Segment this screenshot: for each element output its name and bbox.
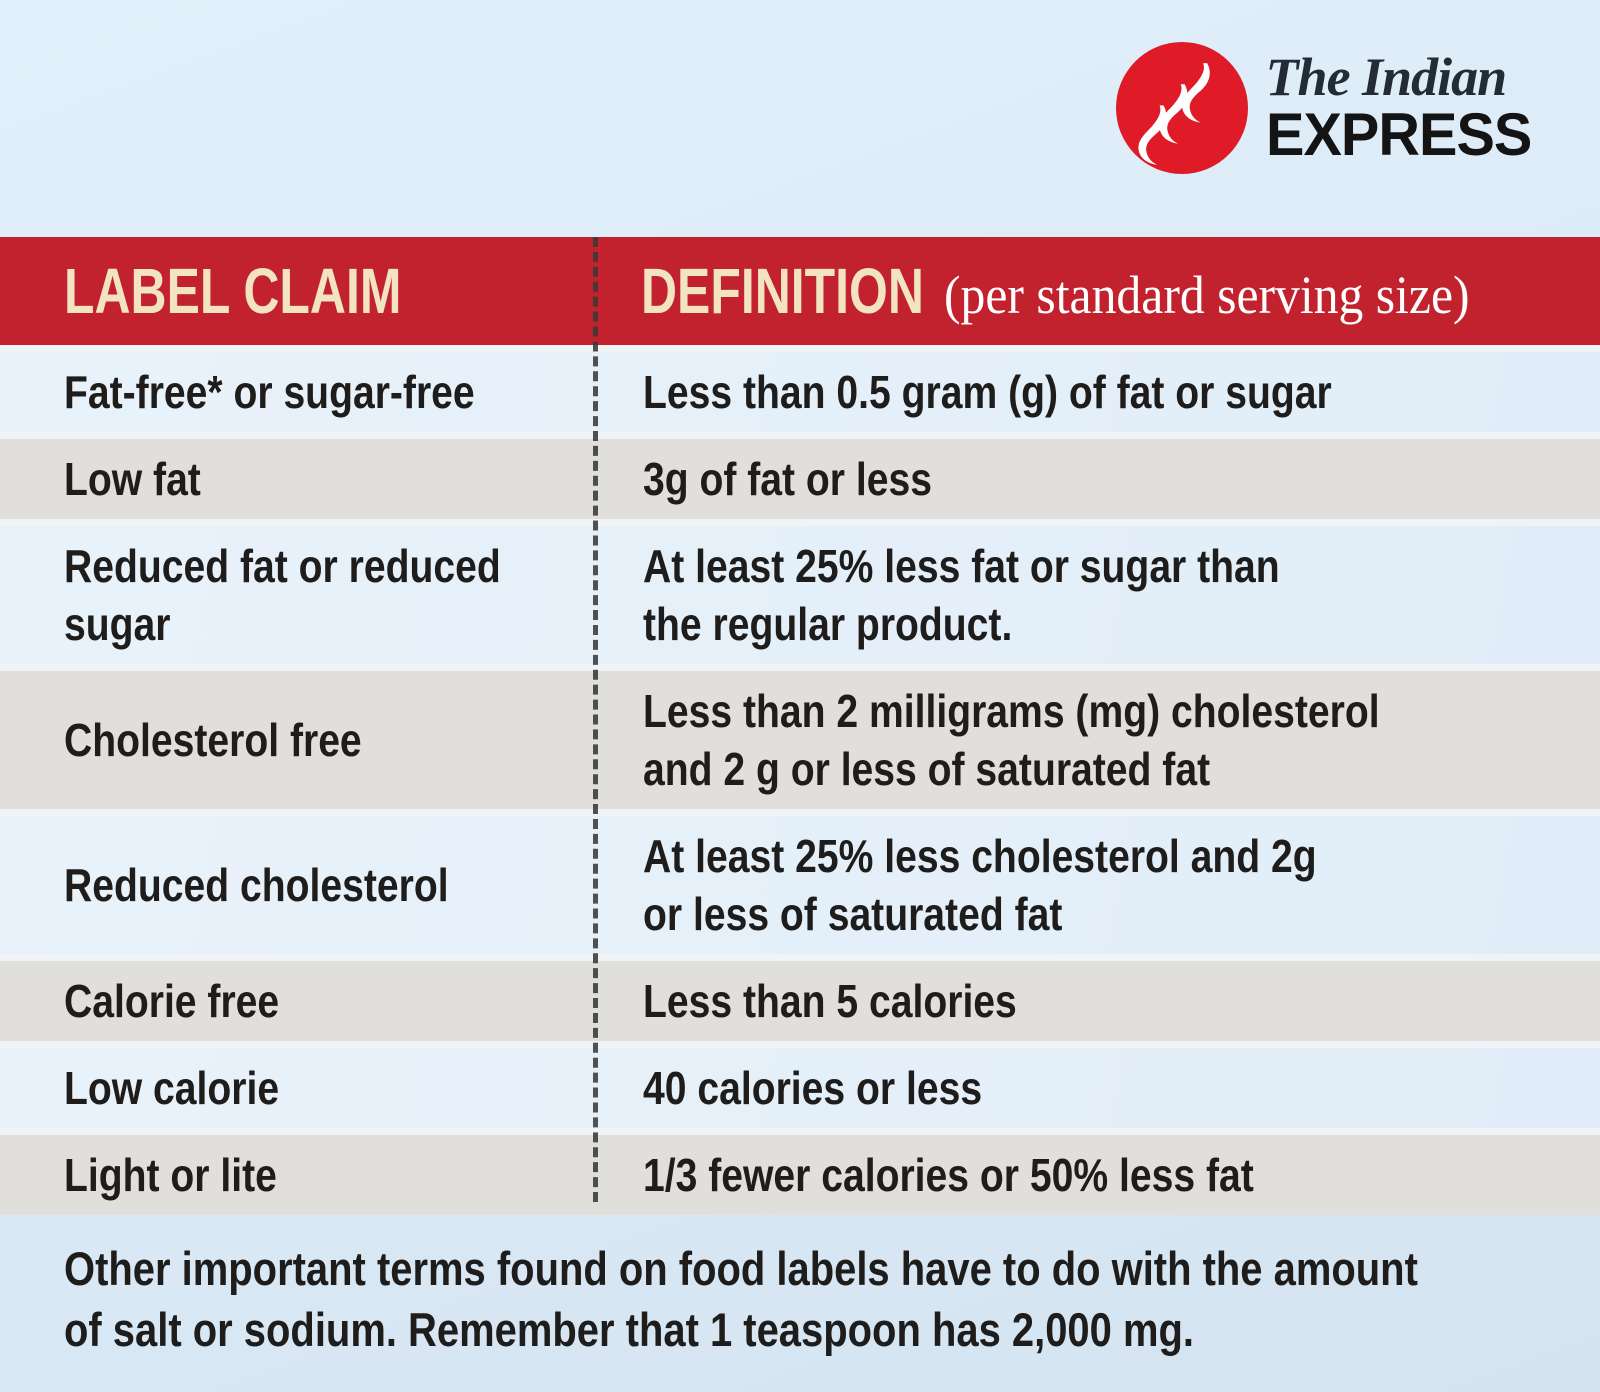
text-line: Less than 0.5 gram (g) of fat or sugar	[643, 366, 1332, 418]
indian-express-masthead: The Indian EXPRESS	[1115, 42, 1542, 174]
text-line: and 2 g or less of saturated fat	[643, 743, 1211, 795]
text-line: Reduced cholesterol	[64, 859, 449, 911]
table-body: Fat-free* or sugar-free Less than 0.5 gr…	[0, 345, 1600, 1215]
text-line: 1/3 fewer calories or 50% less fat	[643, 1149, 1254, 1201]
text-line: the regular product.	[643, 598, 1013, 650]
definition-cell: 1/3 fewer calories or 50% less fat	[593, 1135, 1600, 1215]
label-claim-cell: Fat-free* or sugar-free	[0, 352, 593, 432]
text-line: At least 25% less fat or sugar than	[643, 540, 1280, 592]
definition-cell: 3g of fat or less	[593, 439, 1600, 519]
indian-express-flame-icon	[1115, 42, 1248, 174]
indian-express-wordmark: The Indian EXPRESS	[1266, 50, 1542, 165]
header-label-claim: LABEL CLAIM	[64, 255, 402, 327]
table-row: Cholesterol free Less than 2 milligrams …	[0, 671, 1600, 809]
definition-cell: Less than 0.5 gram (g) of fat or sugar	[593, 352, 1600, 432]
text-line: Other important terms found on food labe…	[64, 1242, 1418, 1295]
column-divider-dashed-line	[593, 237, 598, 1202]
table-row: Calorie free Less than 5 calories	[0, 961, 1600, 1041]
label-claim-cell: Cholesterol free	[0, 671, 593, 809]
table-row: Low fat 3g of fat or less	[0, 439, 1600, 519]
definition-cell: At least 25% less fat or sugar than the r…	[593, 526, 1600, 664]
text-line: Cholesterol free	[64, 714, 362, 766]
header-serving-size-note: (per standard serving size)	[943, 265, 1470, 325]
text-line: or less of saturated fat	[643, 888, 1063, 940]
text-line: Light or lite	[64, 1149, 277, 1201]
label-claim-cell: Calorie free	[0, 961, 593, 1041]
text-line: Low fat	[64, 453, 201, 505]
label-claim-cell: Low calorie	[0, 1048, 593, 1128]
text-line: 3g of fat or less	[643, 453, 932, 505]
label-claim-cell: Low fat	[0, 439, 593, 519]
table-row: Light or lite 1/3 fewer calories or 50% …	[0, 1135, 1600, 1215]
label-claim-cell: Reduced fat or reduced sugar	[0, 526, 593, 664]
label-claim-cell: Light or lite	[0, 1135, 593, 1215]
text-line: 40 calories or less	[643, 1062, 983, 1114]
footer-note: Other important terms found on food labe…	[64, 1238, 1600, 1360]
text-line: of salt or sodium. Remember that 1 teasp…	[64, 1303, 1194, 1356]
table-header: LABEL CLAIM DEFINITION (per standard ser…	[0, 237, 1600, 345]
table-row: Reduced fat or reduced sugar At least 25%…	[0, 526, 1600, 664]
text-line: sugar	[64, 598, 171, 650]
header-definition-cell: DEFINITION (per standard serving size)	[593, 254, 1600, 328]
logo-name-top: The Indian	[1265, 47, 1508, 108]
table-row: Low calorie 40 calories or less	[0, 1048, 1600, 1128]
definition-cell: Less than 5 calories	[593, 961, 1600, 1041]
header-definition: DEFINITION	[641, 255, 924, 327]
text-line: Fat-free* or sugar-free	[64, 366, 475, 418]
text-line: Less than 2 milligrams (mg) cholesterol	[643, 685, 1380, 737]
text-line: Reduced fat or reduced	[64, 540, 501, 592]
text-line: Low calorie	[64, 1062, 280, 1114]
table-row: Reduced cholesterol At least 25% less ch…	[0, 816, 1600, 954]
definition-cell: At least 25% less cholesterol and 2g or l…	[593, 816, 1600, 954]
definition-cell: Less than 2 milligrams (mg) cholesterol a…	[593, 671, 1600, 809]
text-line: At least 25% less cholesterol and 2g	[643, 830, 1317, 882]
text-line: Calorie free	[64, 975, 280, 1027]
text-line: Less than 5 calories	[643, 975, 1017, 1027]
header-label-claim-cell: LABEL CLAIM	[0, 254, 593, 328]
table-row: Fat-free* or sugar-free Less than 0.5 gr…	[0, 352, 1600, 432]
logo-name-bottom: EXPRESS	[1265, 101, 1532, 169]
definition-cell: 40 calories or less	[593, 1048, 1600, 1128]
label-claim-cell: Reduced cholesterol	[0, 816, 593, 954]
